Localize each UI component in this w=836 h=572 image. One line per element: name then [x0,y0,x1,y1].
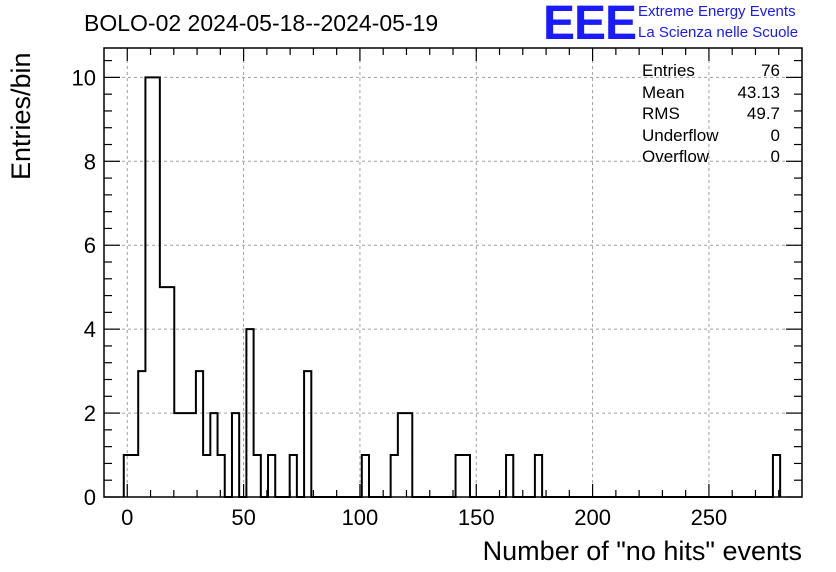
stat-value: 76 [761,61,780,80]
y-tick-label: 8 [84,149,96,174]
histogram-bin [506,455,513,497]
y-tick-label: 6 [84,233,96,258]
stat-value: 0 [770,125,780,145]
histogram-bin [145,77,152,497]
stat-label: RMS [642,104,680,123]
histogram-bin [131,455,138,497]
x-tick-label: 0 [121,505,133,530]
y-tick-label: 4 [84,317,96,342]
x-tick-label: 100 [342,505,379,530]
stat-label: Mean [642,82,685,102]
histogram-bin [463,455,470,497]
stat-row-entries: Entries 76 [642,60,780,82]
logo-text-line2: La Scienza nelle Scuole [638,24,799,41]
stats-box: Entries 76 Mean 43.13 RMS 49.7 Underflow… [642,60,780,168]
histogram-bin [535,455,542,497]
histogram-bin [405,413,412,497]
stat-label: Entries [642,61,695,80]
histogram-bin [196,371,203,497]
stat-row-rms: RMS 49.7 [642,103,780,125]
x-tick-label: 50 [231,505,255,530]
histogram-bin [217,455,224,497]
stat-label: Overflow [642,147,710,166]
histogram-bin [181,413,188,497]
histogram-bin [362,455,369,497]
histogram-bin [304,371,311,497]
stat-value: 0 [770,147,780,166]
x-axis-label: Number of "no hits" events [482,536,802,566]
x-tick-label: 250 [691,505,728,530]
eee-logo-mark: EEE [543,0,637,50]
histogram-bin [391,455,398,497]
histogram-bin [398,413,405,497]
logo-text-line1: Extreme Energy Events [638,3,796,20]
stat-label: Underflow [642,125,719,145]
stat-row-overflow: Overflow 0 [642,146,780,168]
histogram-bin [766,455,773,497]
histogram-bin [174,413,181,497]
histogram-bin [268,455,275,497]
histogram-bin [455,455,462,497]
y-axis-label: Entries/bin [6,52,36,180]
histogram-bin [203,455,210,497]
histogram-bin [253,455,260,497]
y-tick-label: 0 [84,485,96,510]
stat-value: 43.13 [737,82,780,102]
histogram-bin [167,287,174,497]
stat-value: 49.7 [746,104,780,123]
histogram-bin [138,371,145,497]
y-tick-label: 2 [84,401,96,426]
histogram-bin [153,77,160,497]
histogram-bin [189,413,196,497]
chart-title: BOLO-02 2024-05-18--2024-05-19 [84,10,439,36]
stat-row-underflow: Underflow 0 [642,125,780,147]
histogram-bin [160,287,167,497]
histogram-bin [232,413,239,497]
y-tick-label: 10 [72,65,96,90]
histogram-bin [210,413,217,497]
x-tick-label: 200 [574,505,611,530]
x-tick-label: 150 [458,505,495,530]
stat-row-mean: Mean 43.13 [642,82,780,104]
histogram-bin [246,329,253,497]
